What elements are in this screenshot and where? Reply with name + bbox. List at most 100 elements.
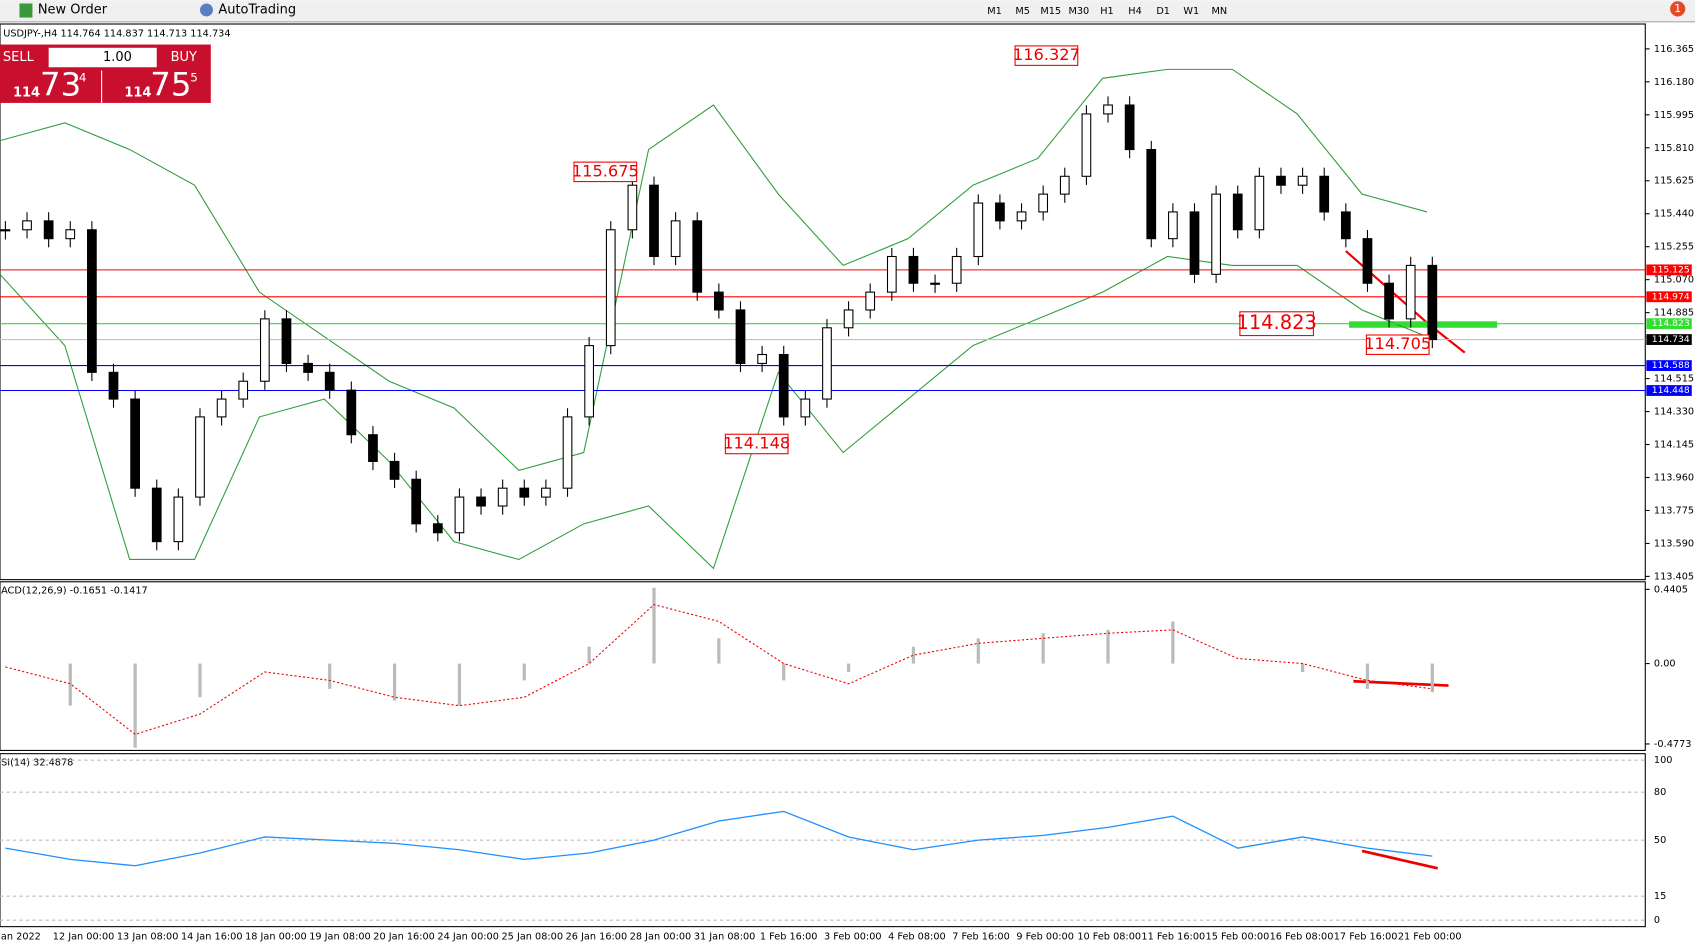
buy-price-main: 75 bbox=[150, 66, 191, 104]
timeframe[interactable]: M1 bbox=[987, 6, 1002, 17]
price-annotation-box bbox=[1239, 311, 1314, 337]
price-tag-label: 114.974 bbox=[1652, 291, 1690, 302]
y-tick-label: 15 bbox=[1654, 891, 1666, 902]
bollinger-band bbox=[0, 68, 1428, 471]
candle bbox=[1362, 238, 1373, 284]
price-tag-label: 114.588 bbox=[1652, 360, 1690, 371]
candle bbox=[1211, 193, 1221, 275]
notification-count[interactable]: 1 bbox=[1674, 2, 1681, 15]
candle bbox=[627, 184, 638, 231]
volume-box[interactable] bbox=[48, 47, 157, 68]
new-order-icon[interactable] bbox=[19, 3, 33, 18]
price-tag-label: 114.823 bbox=[1652, 318, 1690, 329]
y-tick-label: 80 bbox=[1654, 787, 1666, 798]
x-tick-label: 13 Jan 08:00 bbox=[117, 931, 179, 942]
y-tick-label: 113.590 bbox=[1654, 538, 1694, 549]
y-tick-label: 114.515 bbox=[1654, 374, 1694, 385]
sell-price-main: 73 bbox=[40, 66, 81, 104]
x-tick-label: 11 Feb 16:00 bbox=[1141, 931, 1205, 942]
main-chart-frame bbox=[0, 23, 1646, 581]
signal-line bbox=[5, 604, 1433, 735]
x-tick-label: 21 Feb 00:00 bbox=[1398, 931, 1462, 942]
y-tick-label: 115.440 bbox=[1654, 209, 1694, 220]
autotrading[interactable]: AutoTrading bbox=[218, 2, 296, 17]
candle bbox=[1297, 175, 1308, 186]
notification-badge[interactable] bbox=[1670, 1, 1686, 17]
timeframe[interactable]: M5 bbox=[1015, 6, 1030, 17]
timeframe[interactable]: M30 bbox=[1068, 6, 1089, 17]
candle bbox=[1340, 211, 1351, 240]
candle bbox=[411, 478, 422, 525]
candle bbox=[1405, 264, 1416, 320]
price-annotation: 114.823 bbox=[1236, 311, 1316, 334]
price-annotation: 114.148 bbox=[723, 433, 790, 452]
new-order[interactable]: New Order bbox=[38, 2, 108, 17]
candle bbox=[562, 416, 573, 489]
rsi-header: SI(14) 32.4878 bbox=[1, 757, 73, 768]
x-tick-label: 20 Jan 16:00 bbox=[373, 931, 435, 942]
x-tick-label: 16 Feb 08:00 bbox=[1270, 931, 1334, 942]
autotrading-icon[interactable] bbox=[199, 3, 213, 17]
candle bbox=[1384, 282, 1394, 320]
candle bbox=[173, 496, 184, 543]
price-tag-label: 114.448 bbox=[1652, 385, 1690, 396]
macd-frame bbox=[0, 581, 1646, 751]
timeframe[interactable]: M15 bbox=[1040, 6, 1061, 17]
timeframe[interactable]: D1 bbox=[1156, 6, 1170, 17]
price-tag-label: 115.125 bbox=[1652, 264, 1690, 275]
sell-price-sup: 4 bbox=[79, 71, 87, 85]
candle bbox=[281, 318, 292, 364]
x-tick-label: 12 Jan 00:00 bbox=[53, 931, 115, 942]
chart-header: USDJPY-,H4 114.764 114.837 114.713 114.7… bbox=[3, 29, 230, 40]
timeframe[interactable]: H1 bbox=[1100, 6, 1114, 17]
macd-header: ACD(12,26,9) -0.1651 -0.1417 bbox=[1, 585, 148, 596]
candle bbox=[1124, 104, 1135, 151]
y-tick-label: 0 bbox=[1654, 915, 1660, 926]
price-tag bbox=[1646, 360, 1692, 371]
candle bbox=[22, 220, 32, 231]
candle bbox=[303, 362, 313, 373]
candle bbox=[216, 398, 227, 418]
y-tick-label: 115.995 bbox=[1654, 110, 1694, 121]
toolbar bbox=[0, 0, 1695, 22]
candle bbox=[476, 496, 486, 507]
candle bbox=[1232, 193, 1243, 231]
price-annotation: 116.327 bbox=[1013, 45, 1080, 64]
candle bbox=[800, 398, 811, 418]
candle bbox=[432, 523, 443, 534]
candle bbox=[87, 229, 97, 373]
rsi-line bbox=[5, 810, 1433, 867]
candle bbox=[757, 353, 767, 364]
candle bbox=[1038, 193, 1049, 213]
y-tick-label: 116.365 bbox=[1654, 44, 1694, 55]
y-tick-label: -0.4773 bbox=[1654, 739, 1692, 750]
buy-button[interactable]: BUY bbox=[171, 50, 197, 65]
candle bbox=[1276, 175, 1286, 186]
y-tick-label: 115.810 bbox=[1654, 143, 1694, 154]
candle bbox=[238, 380, 249, 400]
candle bbox=[541, 487, 551, 498]
x-tick-label: 15 Feb 00:00 bbox=[1206, 931, 1270, 942]
candle bbox=[1319, 175, 1330, 213]
x-tick-label: 4 Feb 08:00 bbox=[888, 931, 946, 942]
candle bbox=[973, 202, 984, 258]
timeframe[interactable]: W1 bbox=[1183, 6, 1199, 17]
x-tick-label: 31 Jan 08:00 bbox=[694, 931, 756, 942]
volume[interactable]: 1.00 bbox=[103, 50, 132, 65]
x-tick-label: 25 Jan 08:00 bbox=[502, 931, 564, 942]
candle bbox=[1081, 113, 1092, 177]
sell-button[interactable]: SELL bbox=[3, 50, 35, 65]
candle bbox=[670, 220, 681, 258]
price-tag bbox=[1646, 334, 1692, 345]
candle bbox=[778, 353, 789, 418]
timeframe[interactable]: H4 bbox=[1128, 6, 1142, 17]
x-tick-label: 10 Feb 08:00 bbox=[1077, 931, 1141, 942]
candle bbox=[605, 229, 616, 347]
y-tick-label: 113.405 bbox=[1654, 571, 1694, 582]
timeframe[interactable]: MN bbox=[1212, 6, 1228, 17]
x-tick-label: 18 Jan 00:00 bbox=[245, 931, 307, 942]
candle bbox=[195, 416, 205, 498]
candle bbox=[1016, 211, 1027, 222]
